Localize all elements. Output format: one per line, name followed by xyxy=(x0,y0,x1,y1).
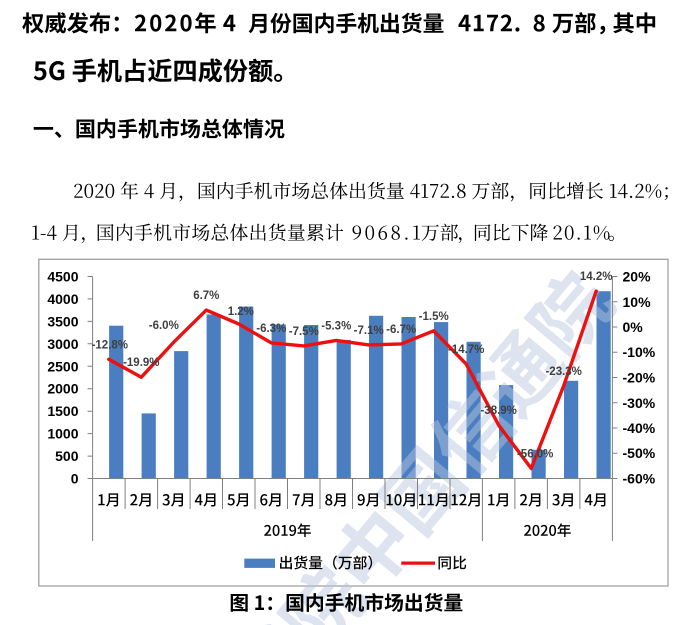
svg-text:4500: 4500 xyxy=(47,269,78,285)
svg-text:4000: 4000 xyxy=(47,291,78,307)
svg-text:-6.3%: -6.3% xyxy=(256,323,286,335)
svg-text:14.2%: 14.2% xyxy=(580,271,613,283)
svg-text:-30%: -30% xyxy=(623,395,656,411)
svg-text:500: 500 xyxy=(55,448,79,464)
svg-text:-20%: -20% xyxy=(623,370,656,386)
svg-text:20%: 20% xyxy=(623,269,652,285)
svg-text:-56.0%: -56.0% xyxy=(517,448,553,460)
svg-text:0%: 0% xyxy=(623,319,644,335)
svg-text:-5.3%: -5.3% xyxy=(321,320,351,332)
svg-text:2000: 2000 xyxy=(47,381,78,397)
svg-text:1500: 1500 xyxy=(47,403,78,419)
svg-text:-6.0%: -6.0% xyxy=(149,320,179,332)
svg-text:-14.7%: -14.7% xyxy=(448,344,484,356)
svg-text:-7.5%: -7.5% xyxy=(289,326,319,338)
svg-text:-12.8%: -12.8% xyxy=(92,339,128,351)
svg-text:1.2%: 1.2% xyxy=(228,306,254,318)
svg-text:3500: 3500 xyxy=(47,313,78,329)
svg-text:-60%: -60% xyxy=(623,471,656,487)
svg-text:-50%: -50% xyxy=(623,445,656,461)
svg-text:-7.1%: -7.1% xyxy=(354,325,384,337)
svg-text:-23.3%: -23.3% xyxy=(545,366,581,378)
svg-text:0: 0 xyxy=(71,471,79,487)
svg-text:-19.9%: -19.9% xyxy=(123,357,159,369)
svg-text:6.7%: 6.7% xyxy=(193,290,219,302)
svg-text:10%: 10% xyxy=(623,294,652,310)
svg-text:-6.7%: -6.7% xyxy=(386,324,416,336)
svg-text:1000: 1000 xyxy=(47,426,78,442)
svg-text:-38.9%: -38.9% xyxy=(480,405,516,417)
svg-text:3000: 3000 xyxy=(47,336,78,352)
svg-text:-40%: -40% xyxy=(623,420,656,436)
svg-text:2500: 2500 xyxy=(47,358,78,374)
svg-text:-10%: -10% xyxy=(623,344,656,360)
svg-text:-1.5%: -1.5% xyxy=(419,311,449,323)
